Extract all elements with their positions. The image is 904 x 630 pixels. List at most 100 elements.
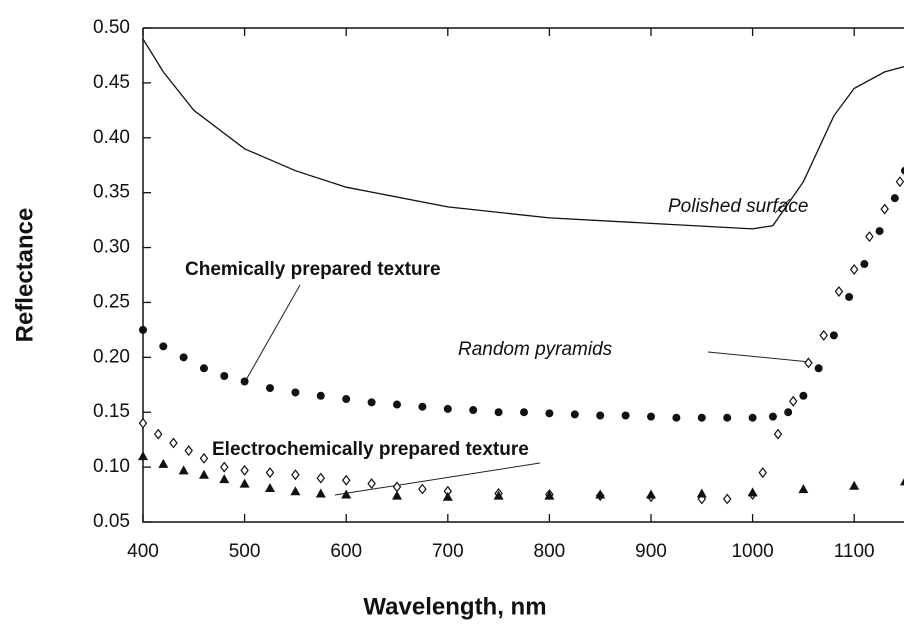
point [814, 364, 823, 373]
point [139, 325, 147, 334]
x-tick-label: 1100 [834, 541, 875, 562]
point [723, 413, 732, 422]
y-tick-label: 0.40 [93, 127, 130, 148]
point [240, 464, 249, 476]
series-annotation: Electrochemically prepared texture [212, 439, 529, 460]
point [799, 391, 808, 400]
series-annotation: Polished surface [668, 196, 808, 217]
point [240, 377, 249, 386]
point [392, 490, 402, 500]
point [198, 469, 209, 479]
y-tick-label: 0.35 [93, 182, 130, 203]
point [393, 400, 401, 409]
point [138, 417, 148, 429]
point [392, 481, 402, 493]
y-tick-label: 0.30 [93, 237, 130, 258]
x-tick-label: 1000 [731, 541, 773, 562]
point [442, 491, 453, 501]
y-tick-label: 0.45 [93, 72, 130, 93]
point [220, 461, 229, 473]
point [418, 402, 427, 411]
point [875, 227, 884, 236]
point [865, 231, 874, 243]
y-axis-title: Reflectance [11, 208, 38, 343]
point [315, 488, 326, 498]
point [153, 428, 163, 440]
point [595, 489, 606, 499]
point [266, 384, 274, 393]
point [901, 166, 904, 175]
y-tick-label: 0.05 [93, 511, 130, 532]
leader-line [774, 198, 791, 214]
point [758, 467, 768, 479]
y-tick-label: 0.10 [93, 456, 130, 477]
x-axis-title: Wavelength, nm [363, 593, 546, 620]
point [804, 357, 813, 369]
point [316, 391, 325, 400]
point [784, 408, 793, 417]
point [849, 480, 860, 490]
point [290, 486, 301, 496]
point [158, 458, 169, 468]
point [748, 413, 757, 422]
point [367, 398, 376, 407]
x-tick-label: 400 [127, 541, 159, 562]
point [418, 483, 427, 495]
point [265, 467, 275, 479]
x-tick-label: 800 [534, 541, 566, 562]
y-tick-label: 0.15 [93, 401, 130, 422]
point [493, 490, 504, 500]
series-line [142, 38, 904, 230]
x-tick-label: 700 [432, 541, 464, 562]
point [696, 488, 707, 498]
point [219, 474, 230, 484]
point [860, 260, 869, 269]
point [621, 411, 630, 420]
point [829, 331, 838, 340]
x-tick-label: 500 [229, 541, 261, 562]
point [169, 437, 178, 449]
point [596, 411, 605, 420]
leader-line [707, 351, 811, 363]
point [849, 264, 859, 275]
series-annotation: Chemically prepared texture [185, 259, 441, 280]
point [570, 410, 579, 419]
point [722, 493, 732, 505]
x-tick-label: 600 [330, 541, 362, 562]
point [798, 484, 809, 494]
point [291, 469, 300, 481]
point [239, 478, 250, 488]
point [469, 406, 478, 415]
point [159, 342, 168, 351]
point [443, 404, 452, 413]
point [747, 487, 758, 497]
point [178, 465, 189, 475]
y-tick-label: 0.50 [93, 17, 130, 38]
point [768, 412, 777, 421]
point [520, 408, 528, 417]
point [220, 371, 229, 380]
point [367, 478, 376, 490]
point [697, 413, 706, 422]
x-tick-label: 900 [635, 541, 667, 562]
y-tick-label: 0.20 [93, 346, 130, 367]
point [672, 413, 681, 422]
point [819, 329, 828, 341]
point [544, 490, 555, 500]
point [138, 451, 148, 461]
point [646, 489, 656, 499]
point [834, 285, 844, 297]
series-annotation: Random pyramids [458, 339, 613, 360]
point [890, 194, 899, 203]
point [647, 412, 655, 421]
leader-line [334, 462, 541, 496]
point [316, 472, 326, 484]
point [895, 176, 904, 188]
point [342, 395, 351, 404]
point [291, 388, 300, 397]
point [265, 482, 275, 492]
point [845, 292, 854, 301]
leader-line [245, 284, 301, 381]
point [494, 408, 503, 417]
